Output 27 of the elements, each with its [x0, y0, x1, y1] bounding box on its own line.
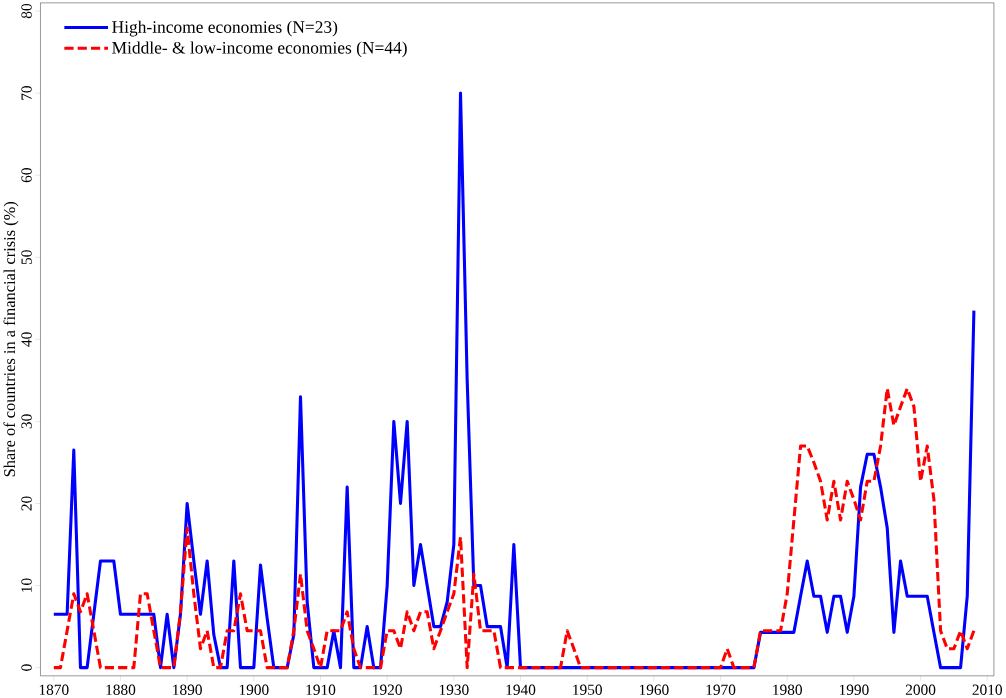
- x-tick-label: 1880: [106, 684, 136, 695]
- x-tick-label: 1950: [573, 684, 602, 695]
- x-tick-label: 1960: [639, 684, 669, 695]
- x-tick-label: 1870: [39, 684, 69, 695]
- x-tick-label: 1990: [839, 684, 869, 695]
- x-tick-label: 1910: [306, 684, 336, 695]
- y-tick-label: 80: [21, 3, 32, 19]
- x-tick-label: 2000: [905, 684, 936, 695]
- y-tick-label: 40: [21, 332, 32, 347]
- y-tick-label: 60: [21, 167, 32, 183]
- x-tick-label: 1980: [773, 684, 802, 695]
- y-tick-label: 50: [21, 250, 32, 264]
- x-tick-label: 1970: [706, 684, 736, 695]
- legend-label: Middle- & low-income economies (N=44): [112, 41, 407, 58]
- y-axis-title: Share of countries in a financial crisis (%): [3, 201, 19, 477]
- y-tick-label: 20: [21, 496, 32, 511]
- x-tick-label: 1940: [506, 684, 536, 695]
- y-tick-label: 30: [21, 414, 32, 429]
- y-tick-label: 10: [21, 578, 32, 592]
- x-tick-label: 2010: [972, 684, 1003, 695]
- y-tick-label: 0: [21, 664, 32, 671]
- legend-label: High-income economies (N=23): [112, 20, 338, 37]
- x-tick-label: 1890: [173, 684, 202, 695]
- x-tick-label: 1920: [373, 684, 402, 695]
- x-tick-label: 1930: [439, 684, 469, 695]
- x-tick-label: 1900: [239, 684, 269, 695]
- y-tick-label: 70: [21, 85, 32, 100]
